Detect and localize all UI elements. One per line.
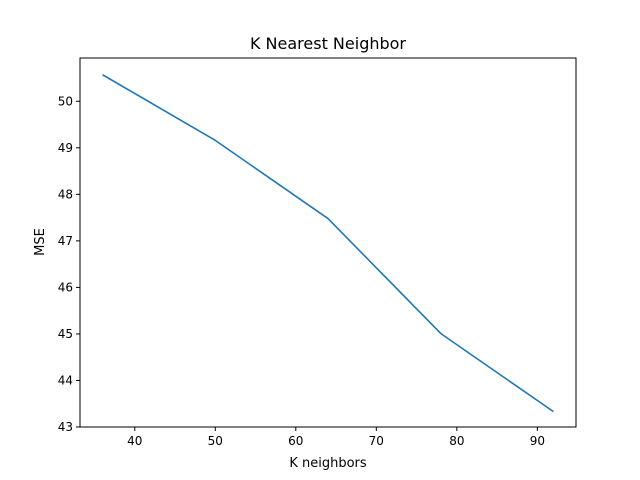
- y-tick-label: 47: [58, 234, 73, 248]
- series-layer: [102, 74, 554, 413]
- y-axis-label: MSE: [33, 228, 48, 256]
- y-axis-ticks: 43 44 45 46 47 48 49 50: [58, 94, 80, 434]
- x-tick-label: 40: [127, 434, 142, 448]
- chart-title: K Nearest Neighbor: [250, 34, 406, 53]
- y-tick-label: 46: [58, 280, 73, 294]
- y-tick-label: 50: [58, 94, 73, 108]
- y-tick-label: 44: [58, 373, 73, 387]
- x-tick-label: 60: [288, 434, 303, 448]
- x-tick-label: 90: [530, 434, 545, 448]
- x-tick-label: 80: [449, 434, 464, 448]
- x-axis-ticks: 40 50 60 70 80 90: [127, 427, 545, 448]
- y-tick-label: 48: [58, 187, 73, 201]
- plot-frame: [79, 57, 577, 428]
- y-tick-label: 43: [58, 420, 73, 434]
- x-axis-label: K neighbors: [289, 456, 367, 471]
- x-tick-label: 70: [369, 434, 384, 448]
- x-tick-label: 50: [208, 434, 223, 448]
- y-tick-label: 45: [58, 327, 73, 341]
- y-tick-label: 49: [58, 141, 73, 155]
